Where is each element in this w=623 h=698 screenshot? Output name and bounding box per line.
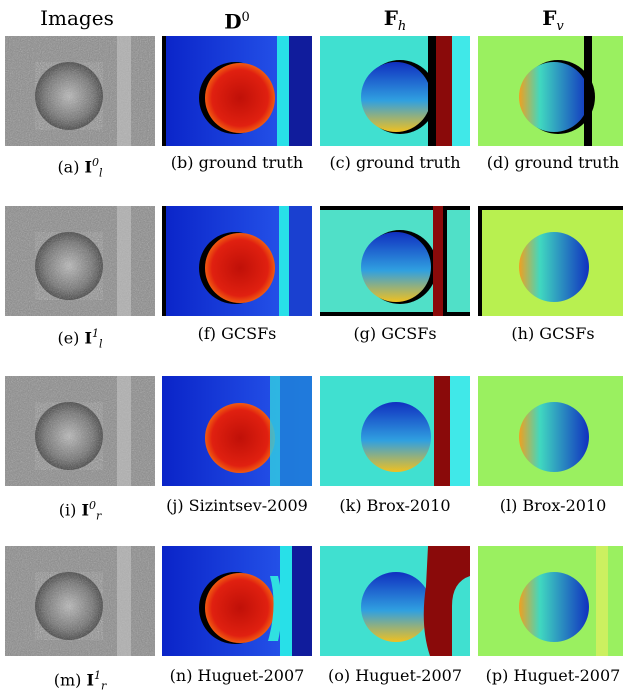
image-panel-r4-c2 [162,546,312,656]
image-panel-r3-c4 [478,376,623,486]
caption-r1-c3: (c) ground truth [317,152,473,174]
image-panel-svg-r1-c2 [162,36,312,146]
image-panel-r1-c1 [5,36,155,146]
image-panel-svg-r4-c1 [5,546,155,656]
caption-r3-c4: (l) Brox-2010 [475,495,623,517]
caption-r2-c4: (h) GCSFs [475,323,623,345]
image-panel-svg-r3-c4 [478,376,623,486]
image-panel-r4-c4 [478,546,623,656]
caption-r1-c4: (d) ground truth [475,152,623,174]
image-panel-svg-r1-c4 [478,36,623,146]
image-panel-r1-c4 [478,36,623,146]
caption-label: (i) [58,500,82,520]
image-panel-svg-r3-c2 [162,376,312,486]
caption-r4-c2: (n) Huguet-2007 [159,665,315,687]
caption-text: (h) GCSFs [511,324,595,343]
caption-superscript: 1 [92,327,99,340]
column-header-fh-sub: h [397,19,407,34]
column-header-fh-symbol: F [383,6,398,30]
caption-text: (p) Huguet-2007 [485,666,621,685]
caption-text: (l) Brox-2010 [499,496,607,515]
image-panel-r2-c2 [162,206,312,316]
caption-r4-c1: (m) I1r [2,665,158,698]
image-panel-svg-r4-c3 [320,546,470,656]
caption-text: (o) Huguet-2007 [327,666,463,685]
caption-label: (e) [57,328,85,348]
column-header-depth-symbol: D [224,9,242,34]
caption-superscript: 0 [88,499,96,512]
caption-r2-c3: (g) GCSFs [317,323,473,345]
caption-subscript: l [99,337,103,351]
caption-subscript: r [95,509,102,523]
caption-r1-c2: (b) ground truth [159,152,315,174]
column-header-depth: D0 [162,4,312,36]
caption-text: (j) Sizintsev-2009 [166,496,308,515]
caption-symbol: I [86,670,94,690]
caption-superscript: 0 [92,156,100,169]
caption-text: (f) GCSFs [197,324,277,343]
column-header-images: Images [2,4,152,32]
caption-r3-c2: (j) Sizintsev-2009 [159,495,315,517]
caption-text: (d) ground truth [486,153,620,172]
caption-r3-c3: (k) Brox-2010 [317,495,473,517]
caption-r4-c4: (p) Huguet-2007 [475,665,623,687]
caption-symbol: I [81,500,89,520]
image-panel-r3-c3 [320,376,470,486]
column-header-images-label: Images [40,6,114,30]
caption-superscript: 1 [93,669,101,682]
caption-r2-c2: (f) GCSFs [159,323,315,345]
image-panel-r2-c3 [320,206,470,316]
image-panel-svg-r2-c3 [320,206,470,316]
caption-r4-c3: (o) Huguet-2007 [317,665,473,687]
caption-text: (b) ground truth [170,153,304,172]
caption-r3-c1: (i) I0r [2,495,158,528]
image-panel-svg-r4-c4 [478,546,623,656]
image-panel-svg-r1-c3 [320,36,470,146]
caption-symbol: I [84,328,92,348]
image-panel-r3-c2 [162,376,312,486]
column-header-fv-symbol: F [542,6,557,30]
image-panel-svg-r1-c1 [5,36,155,146]
caption-text: (k) Brox-2010 [339,496,451,515]
image-panel-svg-r2-c2 [162,206,312,316]
image-panel-r4-c1 [5,546,155,656]
image-panel-r1-c2 [162,36,312,146]
image-panel-svg-r2-c4 [478,206,623,316]
caption-text: (g) GCSFs [353,324,437,343]
caption-r2-c1: (e) I1l [2,323,158,356]
image-panel-r2-c1 [5,206,155,316]
caption-label: (a) [57,157,85,177]
column-header-fh: Fh [320,4,470,41]
image-panel-r3-c1 [5,376,155,486]
caption-label: (m) [53,670,87,690]
column-header-fv-sub: v [556,19,564,34]
image-panel-r1-c3 [320,36,470,146]
caption-r1-c1: (a) I0l [2,152,158,185]
image-panel-svg-r3-c1 [5,376,155,486]
image-panel-svg-r2-c1 [5,206,155,316]
image-panel-r4-c3 [320,546,470,656]
caption-subscript: r [100,679,107,693]
image-panel-svg-r4-c2 [162,546,312,656]
image-panel-svg-r3-c3 [320,376,470,486]
column-header-fv: Fv [478,4,623,41]
caption-text: (n) Huguet-2007 [169,666,305,685]
caption-symbol: I [84,157,93,177]
column-header-depth-sup: 0 [241,10,250,25]
caption-text: (c) ground truth [329,153,461,172]
caption-subscript: l [99,166,103,180]
image-panel-r2-c4 [478,206,623,316]
